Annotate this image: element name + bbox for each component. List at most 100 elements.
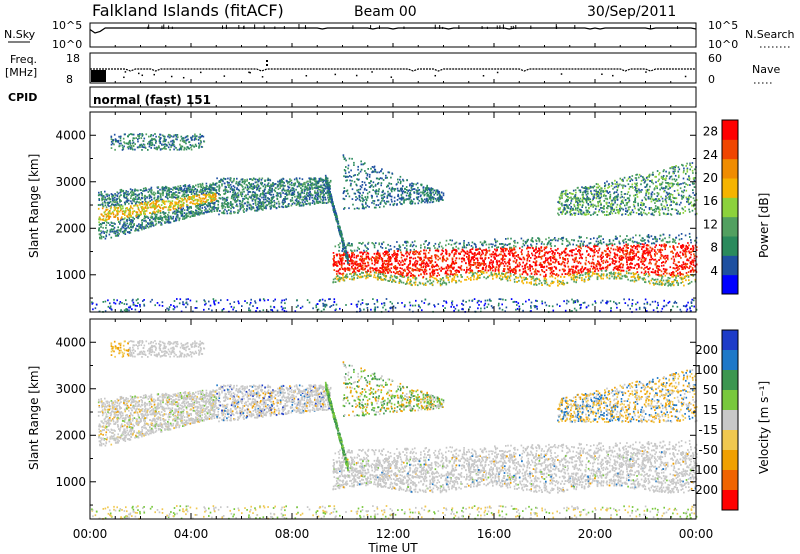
power-echo <box>179 139 182 142</box>
power-echo <box>438 274 441 276</box>
power-echo <box>270 204 273 207</box>
power-echo <box>199 136 202 138</box>
power-echo <box>153 144 156 147</box>
power-echo <box>222 180 224 183</box>
power-echo <box>141 205 144 208</box>
power-echo <box>194 212 197 215</box>
power-echo <box>185 200 188 203</box>
power-echo <box>154 216 157 219</box>
power-echo <box>195 191 198 194</box>
power-echo <box>213 198 215 200</box>
power-echo <box>191 138 193 141</box>
power-echo <box>420 266 423 269</box>
power-echo <box>158 199 161 202</box>
power-echo <box>104 196 106 199</box>
power-echo <box>598 247 601 250</box>
power-echo <box>527 256 529 258</box>
power-echo <box>213 202 215 205</box>
power-echo <box>570 278 573 281</box>
power-echo <box>304 197 306 200</box>
power-echo <box>610 247 612 250</box>
power-echo <box>181 210 184 213</box>
power-echo <box>228 184 231 187</box>
power-echo <box>136 194 139 197</box>
power-echo <box>212 182 214 185</box>
power-echo <box>157 216 160 219</box>
power-echo <box>669 245 671 248</box>
power-echo <box>191 214 193 217</box>
power-echo <box>501 276 504 278</box>
power-echo <box>250 196 252 199</box>
power-echo <box>158 145 160 148</box>
power-echo <box>460 274 462 276</box>
power-echo <box>383 262 386 264</box>
power-echo <box>104 237 107 240</box>
power-echo <box>142 208 144 211</box>
power-echo <box>199 203 201 206</box>
power-echo <box>123 201 126 204</box>
power-echo <box>252 206 254 209</box>
power-echo <box>120 208 123 210</box>
power-echo <box>524 266 526 269</box>
power-echo <box>188 141 190 144</box>
power-echo <box>128 231 131 233</box>
power-echo <box>199 185 202 188</box>
power-echo <box>161 217 164 219</box>
power-echo <box>101 194 103 197</box>
power-echo <box>284 205 287 207</box>
power-echo <box>228 186 230 188</box>
power-echo <box>649 258 651 261</box>
power-echo <box>105 213 108 216</box>
power-echo <box>137 146 140 149</box>
power-echo <box>190 201 192 204</box>
power-echo <box>193 215 195 217</box>
power-echo <box>196 213 199 216</box>
power-echo <box>162 187 164 190</box>
power-echo <box>189 215 192 218</box>
power-echo <box>319 186 322 188</box>
power-echo <box>592 272 594 275</box>
power-echo <box>141 203 143 205</box>
power-echo <box>387 257 389 260</box>
power-echo <box>140 212 142 215</box>
power-echo <box>177 210 179 213</box>
power-echo <box>187 187 190 190</box>
power-echo <box>156 213 158 216</box>
power-echo <box>264 188 266 191</box>
power-echo <box>106 221 108 224</box>
power-echo <box>557 274 560 277</box>
power-echo <box>219 194 221 196</box>
power-echo <box>192 195 194 197</box>
power-echo <box>199 188 202 191</box>
power-echo <box>196 213 198 215</box>
power-echo <box>287 190 290 192</box>
power-echo <box>247 201 250 204</box>
power-echo <box>145 220 147 223</box>
power-echo <box>98 199 101 201</box>
power-echo <box>164 185 167 188</box>
power-echo <box>116 197 118 200</box>
power-echo <box>288 186 291 189</box>
power-echo <box>134 204 136 207</box>
power-echo <box>154 133 156 135</box>
power-echo <box>302 183 305 186</box>
power-echo <box>163 140 166 143</box>
power-echo <box>569 268 571 271</box>
power-echo <box>101 199 103 202</box>
power-echo <box>177 136 179 139</box>
power-echo <box>100 226 102 228</box>
power-echo <box>326 190 329 193</box>
power-echo <box>618 260 620 263</box>
power-echo <box>267 177 269 180</box>
power-echo <box>641 256 644 259</box>
power-echo <box>410 275 412 277</box>
power-echo <box>180 188 183 191</box>
power-echo <box>230 202 232 205</box>
power-echo <box>283 198 285 200</box>
power-echo <box>335 261 337 263</box>
power-echo <box>128 133 130 136</box>
power-echo <box>254 202 257 205</box>
power-echo <box>124 214 126 216</box>
power-echo <box>593 249 595 252</box>
power-echo <box>276 193 279 196</box>
